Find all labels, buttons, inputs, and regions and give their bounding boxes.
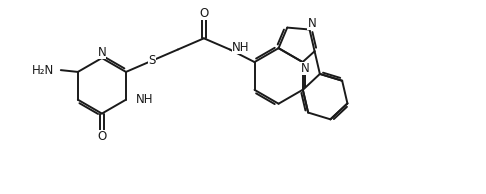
Text: H₂N: H₂N — [32, 64, 54, 77]
Text: N: N — [308, 17, 316, 30]
Text: O: O — [199, 7, 208, 20]
Text: N: N — [300, 62, 309, 75]
Text: NH: NH — [136, 93, 153, 106]
Text: NH: NH — [232, 41, 250, 54]
Text: O: O — [97, 130, 106, 143]
Text: S: S — [148, 54, 156, 67]
Text: N: N — [98, 46, 106, 59]
